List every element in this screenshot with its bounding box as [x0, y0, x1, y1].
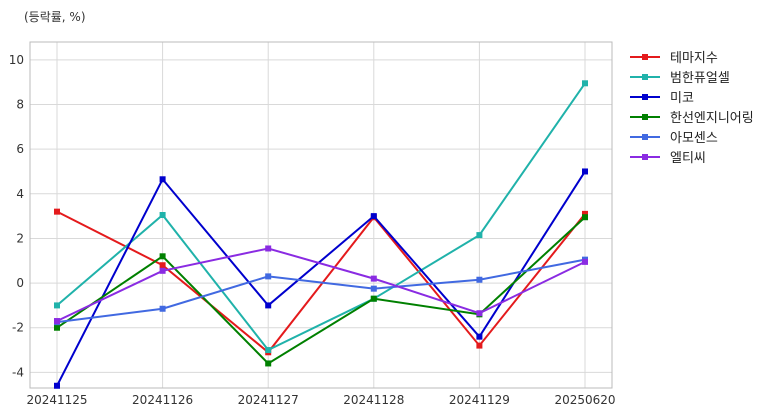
data-point: [159, 212, 166, 218]
data-point: [159, 262, 166, 269]
data-point: [370, 295, 377, 302]
data-point: [582, 80, 588, 87]
series-line: [56, 216, 586, 365]
legend-label: 아모센스: [670, 131, 718, 146]
legend-label: 범한퓨얼셀: [670, 71, 730, 86]
legend-swatch-marker: [642, 54, 648, 60]
y-tick-label: 10: [9, 53, 24, 67]
data-point: [582, 168, 588, 175]
series-line: [56, 247, 586, 322]
data-point: [582, 210, 588, 217]
data-point: [476, 342, 483, 349]
legend-item: 아모센스: [630, 131, 718, 146]
y-tick-label: -2: [12, 321, 24, 335]
data-point: [582, 258, 588, 265]
series-6: [54, 245, 588, 325]
y-unit-label: (등락률, %): [24, 10, 86, 24]
data-point: [265, 347, 272, 354]
data-point: [370, 275, 377, 282]
legend-item: 범한퓨얼셀: [630, 71, 730, 86]
data-point: [476, 232, 483, 239]
y-tick-label: -4: [12, 365, 24, 379]
series-line: [56, 258, 586, 324]
data-point: [159, 176, 166, 183]
data-point: [476, 310, 483, 317]
legend-swatch-marker: [642, 134, 648, 140]
y-tick-label: 8: [16, 98, 24, 112]
legend-item: 엘티씨: [630, 151, 706, 166]
data-point: [370, 285, 377, 292]
legend-swatch-marker: [642, 154, 648, 160]
legend-swatch-marker: [642, 114, 648, 120]
y-tick-label: 2: [16, 231, 24, 245]
x-tick-label: 20250620: [554, 393, 615, 407]
data-point: [265, 360, 272, 367]
y-tick-label: 0: [16, 276, 24, 290]
legend-label: 미코: [670, 91, 694, 106]
data-point: [159, 253, 166, 260]
data-point: [582, 214, 588, 221]
series-group: [54, 80, 588, 389]
legend-item: 테마지수: [630, 51, 718, 66]
legend-item: 한선엔지니어링: [630, 111, 754, 126]
series-line: [56, 82, 586, 352]
series-line: [56, 170, 586, 387]
data-point: [265, 273, 272, 280]
data-point: [476, 333, 483, 340]
y-tick-label: 4: [16, 187, 24, 201]
data-point: [54, 324, 60, 331]
legend-label: 한선엔지니어링: [670, 111, 754, 126]
legend-label: 테마지수: [670, 51, 718, 66]
x-tick-label: 20241125: [26, 393, 87, 407]
x-tick-label: 20241126: [132, 393, 193, 407]
y-tick-label: 6: [16, 142, 24, 156]
data-point: [370, 213, 377, 220]
data-point: [159, 267, 166, 274]
data-point: [54, 208, 60, 215]
x-tick-label: 20241128: [343, 393, 404, 407]
data-point: [265, 245, 272, 252]
data-point: [476, 276, 483, 283]
legend-item: 미코: [630, 91, 694, 106]
data-point: [159, 305, 166, 312]
data-point: [54, 382, 60, 389]
series-line: [56, 210, 586, 354]
x-tick-label: 20241129: [449, 393, 510, 407]
legend-swatch-marker: [642, 74, 648, 80]
data-point: [54, 318, 60, 325]
plot-frame: [29, 41, 613, 389]
legend-label: 엘티씨: [670, 151, 706, 166]
y-axis: -4 -2 0 2 4 6 8 10: [9, 53, 24, 380]
grid-lines: [30, 42, 612, 388]
series-3: [54, 168, 588, 389]
x-tick-label: 20241127: [238, 393, 299, 407]
x-axis: 20241125 20241126 20241127 20241128 20241129…: [26, 393, 615, 407]
legend-swatch-marker: [642, 94, 648, 100]
data-point: [265, 302, 272, 309]
data-point: [54, 302, 60, 309]
